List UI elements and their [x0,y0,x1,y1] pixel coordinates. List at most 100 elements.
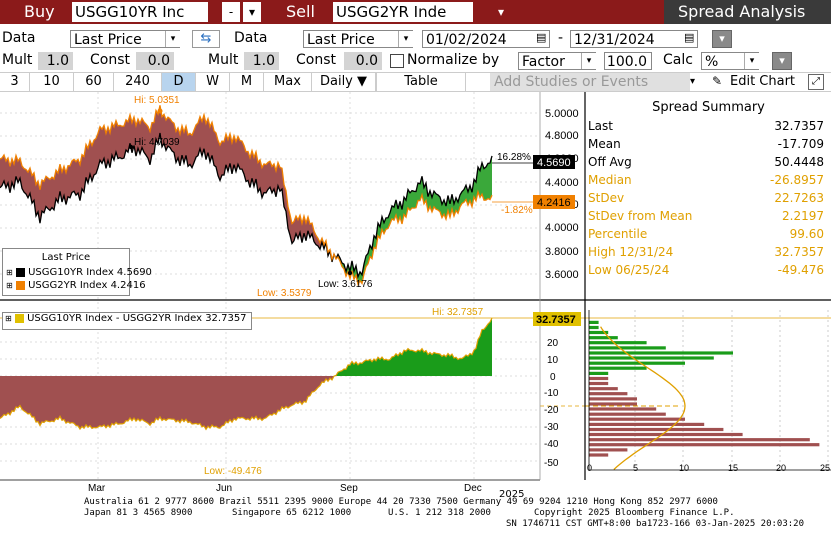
upper-y-tick: 5.0000 [545,108,579,120]
summary-row: High 12/31/24 32.7357 [588,243,828,261]
legend-row-10y[interactable]: ⊞ USGG10YR Index 4.5690 [6,267,152,278]
data-select[interactable]: Last Price [70,30,180,48]
normalize-dropdown-icon[interactable]: ▾ [581,53,596,69]
timeframe-m[interactable]: M [230,73,264,91]
spread-chart: 5.0000 4.8000 4.6000 4.4000 4.2000 4.000… [0,92,831,494]
upper-legend: Last Price ⊞ USGG10YR Index 4.5690 ⊞ USG… [2,248,152,296]
spread-low-label: Low: -49.476 [204,466,262,477]
summary-row: Mean -17.709 [588,135,828,153]
lower-legend[interactable]: ⊞ USGG10YR Index - USGG2YR Index 32.7357 [2,312,252,330]
legend-row-2y[interactable]: ⊞ USGG2YR Index 4.2416 [6,280,146,291]
histogram-bar [589,376,609,381]
histogram-bar [589,366,647,370]
calc-select-value: % [705,54,719,70]
calendar-icon[interactable]: ▤ [684,31,695,44]
summary-row: StDev from Mean 2.2197 [588,207,828,225]
histogram-bar [589,325,599,330]
histogram-bar [589,432,743,437]
date-separator: - [558,30,564,46]
data-label: Data [2,30,36,46]
upper-y-tick: 3.6000 [545,269,579,281]
const2-label: Const [296,52,336,68]
histogram-bar [589,392,628,396]
spread-last-tag: 32.7357 [536,314,576,326]
normalize-select-value: Factor [522,54,565,70]
operator-dropdown-icon[interactable]: ▾ [243,2,261,22]
summary-value: 99.60 [789,227,824,241]
footer-contacts-line1: Australia 61 2 9777 8600 Brazil 5511 239… [84,497,718,507]
expand-icon[interactable]: ⤢ [808,74,824,90]
histogram-bar [589,422,705,426]
buy-ticker-input[interactable]: USGG10YR Inc [72,2,208,22]
calendar-icon[interactable]: ▤ [536,31,547,44]
summary-value: 2.2197 [782,209,824,223]
timeframe-60[interactable]: 60 [74,73,114,91]
mult2-input[interactable]: 1.0 [244,52,279,70]
summary-row: Median -26.8957 [588,171,828,189]
pencil-icon[interactable]: ✎ [712,74,723,88]
frequency-select[interactable]: Daily ▼ [312,73,376,91]
mult-label: Mult [2,52,33,68]
summary-row: Last 32.7357 [588,117,828,135]
summary-label: Mean [588,137,621,151]
histogram-bar [589,412,666,416]
mult-input[interactable]: 1.0 [38,52,73,70]
timeframe-w[interactable]: W [196,73,230,91]
summary-label: StDev from Mean [588,209,693,223]
legend-2y-value: 4.2416 [110,280,146,291]
start-date-input[interactable]: 01/02/2024 [422,30,550,48]
summary-value: -17.709 [777,137,824,151]
data2-select[interactable]: Last Price [303,30,413,48]
legend-toggle-icon[interactable]: ⊞ [5,314,12,323]
data2-dropdown-icon[interactable]: ▾ [398,31,413,47]
histogram-bar [589,381,609,386]
legend-10y-value: 4.5690 [116,267,152,278]
end-date-input[interactable]: 12/31/2024 [570,30,698,48]
hist-x-tick: 20 [776,463,786,473]
last-10y-tag-bg [533,155,575,169]
hi-10y-marker [157,108,163,114]
spread-positive-area [334,318,492,377]
row1-dropdown-icon[interactable]: ▾ [712,30,732,48]
add-studies-input[interactable]: Add Studies or Events [490,73,690,91]
table-button[interactable]: Table [376,73,466,91]
swap-icon[interactable]: ⇆ [192,30,220,48]
legend-toggle-icon[interactable]: ⊞ [6,281,13,290]
edit-chart-button[interactable]: Edit Chart [730,74,796,89]
operator-select[interactable]: - [222,2,240,22]
histogram-bar [589,387,618,391]
start-date-value: 01/02/2024 [426,32,507,48]
histogram-bar [589,336,618,340]
legend-toggle-icon[interactable]: ⊞ [6,268,13,277]
sell-dropdown-icon[interactable]: ▾ [491,2,511,22]
timeframe-max[interactable]: Max [264,73,312,91]
summary-value: -49.476 [777,263,824,277]
sell-ticker-input[interactable]: USGG2YR Inde [333,2,473,22]
timeframe-240[interactable]: 240 [114,73,162,91]
const-input[interactable]: 0.0 [136,52,174,70]
timeframe-3[interactable]: 3 [0,73,30,91]
hist-x-tick: 5 [633,463,638,473]
timeframe-10[interactable]: 10 [30,73,74,91]
spread-legend-label: USGG10YR Index - USGG2YR Index [27,313,202,324]
histogram-bar [589,448,628,452]
row2-dropdown-icon[interactable]: ▾ [772,52,792,70]
summary-label: Off Avg [588,155,632,169]
calc-dropdown-icon[interactable]: ▾ [744,53,759,69]
const-label: Const [90,52,130,68]
normalize-checkbox[interactable] [390,54,404,68]
studies-dropdown-icon[interactable]: ▾ [690,76,696,87]
lower-y-tick: 0 [550,372,556,383]
const2-input[interactable]: 0.0 [344,52,382,70]
factor-input[interactable]: 100.0 [604,52,652,70]
data-dropdown-icon[interactable]: ▾ [165,31,180,47]
upper-band-positive [336,155,492,285]
histogram-bar [589,453,609,457]
data2-select-value: Last Price [307,32,375,48]
timeframe-d[interactable]: D [162,73,196,91]
histogram-bar [589,346,666,350]
summary-label: Percentile [588,227,648,241]
data-select-value: Last Price [74,32,142,48]
timeframe-bar: 3 10 60 240 D W M Max Daily ▼ Table Add … [0,72,831,92]
footer-contacts-us: U.S. 1 212 318 2000 [388,508,491,518]
